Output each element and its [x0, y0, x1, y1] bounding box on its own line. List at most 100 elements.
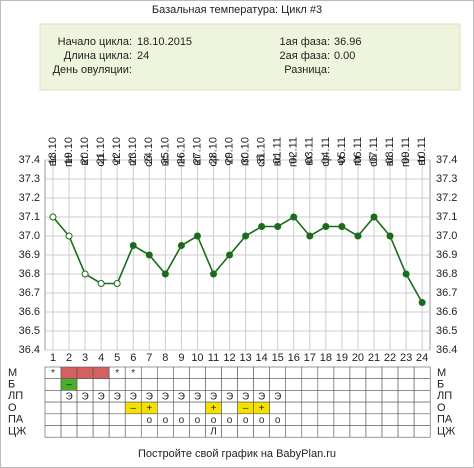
table-cell — [237, 366, 254, 379]
table-cell — [44, 401, 62, 415]
cell-text: – — [66, 380, 72, 391]
cell-text: Э — [98, 391, 105, 402]
y-tick-label: 37.4 — [436, 154, 457, 166]
table-cell — [108, 425, 126, 438]
cell-text: – — [130, 403, 136, 414]
x-tick-label: 18 — [320, 352, 332, 364]
data-point — [210, 270, 217, 278]
date-label: 20.10 — [79, 137, 91, 165]
footer: Постройте свой график на BabyPlan.ru — [138, 448, 336, 460]
x-tick-label: 17 — [304, 352, 316, 364]
table-cell — [349, 413, 367, 426]
table-cell — [157, 378, 174, 391]
table-cell — [397, 390, 415, 403]
table-cell — [301, 366, 319, 379]
weekday-label: ср — [95, 155, 107, 167]
table-cell — [365, 425, 383, 438]
weekday-label: сб — [143, 155, 155, 167]
data-point — [290, 213, 298, 221]
table-cell — [221, 378, 238, 391]
table-cell — [44, 425, 62, 438]
row-label: Б — [437, 378, 444, 390]
cell-text: Э — [146, 391, 153, 402]
table-cell — [285, 378, 303, 391]
table-cell — [189, 425, 206, 438]
weekday-label: пт — [240, 155, 252, 166]
y-tick-label: 37.2 — [19, 192, 40, 204]
table-cell — [397, 366, 415, 379]
table-cell — [285, 401, 303, 415]
info-label: 2ая фаза: — [279, 50, 330, 62]
row-label: ЛП — [437, 390, 452, 402]
y-tick-label: 36.7 — [19, 287, 40, 299]
x-tick-label: 6 — [130, 352, 136, 364]
table-cell — [92, 425, 110, 438]
date-label: 06.11 — [352, 137, 364, 164]
weekday-label: пн — [400, 155, 412, 167]
table-cell — [333, 425, 351, 438]
table-cell — [140, 425, 158, 438]
data-point — [242, 232, 250, 240]
table-cell — [157, 401, 174, 415]
table-cell — [189, 401, 206, 415]
data-point — [81, 270, 89, 278]
table-cell — [413, 378, 431, 391]
data-point — [226, 251, 234, 259]
table-cell — [413, 390, 431, 403]
weekday-label: вс — [47, 155, 59, 167]
date-label: 22.10 — [111, 137, 123, 165]
data-point — [370, 213, 378, 221]
y-tick-label: 37.2 — [436, 192, 457, 204]
x-tick-label: 19 — [336, 352, 348, 364]
table-cell — [333, 390, 351, 403]
y-tick-label: 36.8 — [19, 268, 40, 280]
table-cell — [173, 378, 190, 391]
table-cell — [237, 425, 254, 438]
cell-text: + — [211, 403, 217, 414]
cell-text: o — [243, 415, 249, 426]
date-label: 01.11 — [272, 137, 284, 164]
y-tick-label: 37.1 — [436, 211, 457, 223]
table-cell — [365, 390, 383, 403]
weekday-label: пт — [127, 155, 139, 166]
x-tick-label: 7 — [146, 352, 152, 364]
info-label: 1ая фаза: — [279, 36, 330, 48]
x-tick-label: 21 — [368, 352, 380, 364]
cell-text: Э — [178, 391, 185, 402]
x-tick-label: 13 — [239, 352, 251, 364]
data-point — [113, 280, 121, 287]
row-label: ЦЖ — [8, 425, 26, 437]
cell-text: o — [211, 415, 217, 426]
table-cell — [108, 401, 126, 415]
table-cell — [124, 378, 142, 391]
row-label: ПА — [437, 414, 453, 426]
x-tick-label: 10 — [191, 352, 203, 364]
row-label: ПА — [8, 414, 24, 426]
table-cell — [253, 366, 270, 379]
table-cell — [124, 413, 142, 426]
cell-text: o — [227, 415, 233, 426]
data-point — [274, 223, 282, 230]
table-cell — [301, 390, 319, 403]
cell-text: + — [259, 403, 265, 414]
cell-text: o — [163, 415, 169, 426]
cell-text: Э — [82, 391, 89, 402]
table-cell — [333, 366, 351, 379]
table-cell — [317, 390, 335, 403]
table-cell — [269, 425, 287, 438]
row-label: ЛП — [8, 390, 23, 402]
table-cell — [108, 413, 126, 426]
date-label: 24.10 — [143, 137, 155, 165]
table-cell — [285, 390, 303, 403]
table-cell — [381, 366, 399, 379]
info-value: 36.96 — [334, 36, 362, 48]
date-label: 04.11 — [320, 137, 332, 164]
table-cell — [173, 366, 190, 379]
date-label: 10.11 — [416, 137, 428, 164]
date-label: 26.10 — [175, 137, 187, 165]
weekday-label: вс — [159, 155, 171, 167]
x-tick-label: 8 — [162, 352, 168, 364]
date-label: 28.10 — [207, 137, 219, 165]
